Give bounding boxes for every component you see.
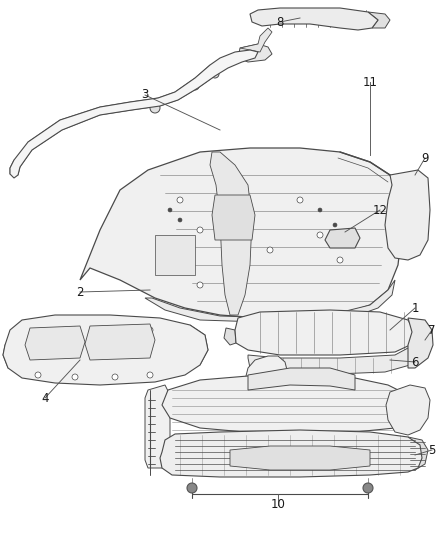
- Circle shape: [147, 327, 153, 333]
- Circle shape: [112, 327, 118, 333]
- Circle shape: [35, 329, 41, 335]
- Circle shape: [72, 374, 78, 380]
- Polygon shape: [265, 366, 295, 376]
- Polygon shape: [145, 280, 395, 322]
- Polygon shape: [408, 437, 428, 470]
- Text: 4: 4: [41, 392, 49, 405]
- Polygon shape: [10, 160, 20, 175]
- Circle shape: [197, 227, 203, 233]
- Polygon shape: [145, 385, 170, 468]
- Circle shape: [363, 483, 373, 493]
- Text: 2: 2: [76, 286, 84, 298]
- Polygon shape: [212, 195, 255, 240]
- Text: 9: 9: [421, 151, 429, 165]
- Polygon shape: [325, 228, 360, 248]
- Circle shape: [365, 485, 371, 491]
- Circle shape: [163, 253, 167, 257]
- Polygon shape: [238, 44, 272, 62]
- Text: 12: 12: [372, 204, 388, 216]
- Polygon shape: [250, 8, 378, 30]
- Circle shape: [211, 70, 219, 78]
- Text: 6: 6: [411, 356, 419, 368]
- Polygon shape: [235, 310, 415, 355]
- Polygon shape: [386, 385, 430, 435]
- Polygon shape: [248, 348, 415, 374]
- Text: 5: 5: [428, 443, 436, 456]
- Polygon shape: [240, 28, 272, 52]
- Circle shape: [173, 263, 177, 267]
- Polygon shape: [244, 356, 288, 404]
- Circle shape: [147, 372, 153, 378]
- Circle shape: [247, 207, 253, 213]
- Text: 7: 7: [428, 324, 436, 336]
- Polygon shape: [3, 315, 208, 385]
- Polygon shape: [408, 318, 433, 368]
- Polygon shape: [10, 50, 258, 178]
- Polygon shape: [210, 152, 252, 315]
- Polygon shape: [190, 325, 208, 365]
- Polygon shape: [155, 235, 195, 275]
- Circle shape: [297, 197, 303, 203]
- Text: 8: 8: [276, 15, 284, 28]
- Circle shape: [318, 208, 322, 212]
- Circle shape: [35, 372, 41, 378]
- Circle shape: [112, 374, 118, 380]
- Circle shape: [267, 247, 273, 253]
- Circle shape: [168, 208, 172, 212]
- Text: 1: 1: [411, 302, 419, 314]
- Circle shape: [189, 485, 195, 491]
- Polygon shape: [230, 446, 370, 470]
- Circle shape: [187, 483, 197, 493]
- Polygon shape: [162, 375, 415, 434]
- Circle shape: [182, 257, 188, 263]
- Circle shape: [404, 410, 420, 426]
- Polygon shape: [3, 338, 18, 370]
- Polygon shape: [85, 324, 155, 360]
- Circle shape: [150, 103, 160, 113]
- Circle shape: [408, 414, 416, 422]
- Text: 11: 11: [363, 76, 378, 88]
- Polygon shape: [385, 170, 430, 260]
- Polygon shape: [160, 430, 422, 477]
- Text: 10: 10: [271, 498, 286, 512]
- Circle shape: [337, 257, 343, 263]
- Circle shape: [72, 327, 78, 333]
- Polygon shape: [248, 368, 355, 390]
- Circle shape: [178, 218, 182, 222]
- Circle shape: [197, 282, 203, 288]
- Polygon shape: [224, 328, 236, 345]
- Text: 3: 3: [141, 88, 148, 101]
- Circle shape: [177, 197, 183, 203]
- Polygon shape: [368, 12, 390, 28]
- Polygon shape: [25, 326, 85, 360]
- Circle shape: [191, 82, 199, 90]
- Polygon shape: [80, 148, 402, 318]
- Circle shape: [317, 232, 323, 238]
- Circle shape: [348, 243, 352, 247]
- Circle shape: [333, 223, 337, 227]
